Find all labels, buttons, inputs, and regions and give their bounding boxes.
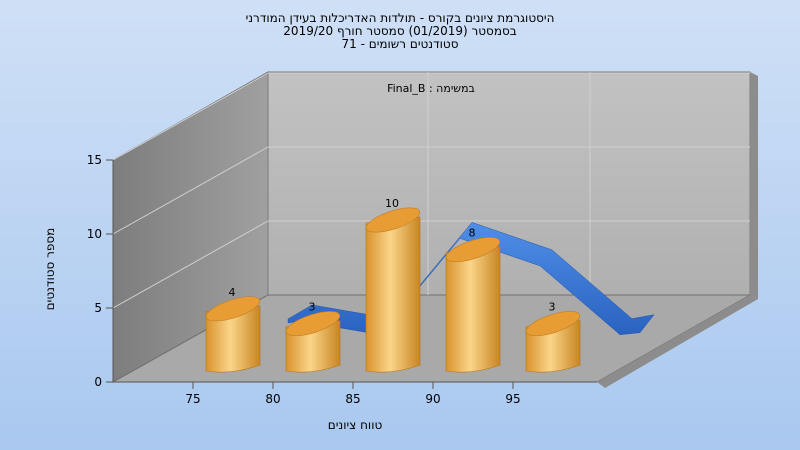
legend-label: במשימה : Final_B [387, 82, 475, 95]
bar-body [445, 246, 501, 373]
y-tick-label: 5 [94, 301, 102, 315]
bar: 8 [445, 227, 501, 373]
bar-top [525, 311, 581, 337]
x-tick-label: 90 [425, 392, 440, 406]
x-tick-label: 80 [265, 392, 280, 406]
x-tick-label: 85 [345, 392, 360, 406]
bar-top [365, 207, 421, 233]
y-tick-label: 15 [87, 153, 102, 167]
grid-line-side [112, 72, 269, 161]
y-axis-label: מספר סטודנטים [43, 227, 57, 311]
bar-body [205, 305, 261, 373]
front-edge [597, 295, 758, 388]
bar-data-label: 8 [469, 227, 476, 240]
bar-data-label: 4 [229, 286, 236, 299]
chart-title-line-2: בסמסטר (01/2019) סמסטר חורף 2019/20 [283, 24, 517, 38]
grid-line-side [112, 146, 269, 235]
back-wall [267, 71, 751, 296]
chart-title-line-1: היסטוגרמת ציונים בקורס - תולדות האדריכלו… [245, 11, 555, 25]
grid-lines [112, 72, 750, 309]
bar-data-label: 3 [309, 301, 316, 314]
right-edge [750, 72, 758, 299]
x-axis-label: טווח ציונים [327, 418, 383, 432]
bar-data-label: 3 [549, 301, 556, 314]
bar: 3 [525, 301, 581, 373]
bar-body [365, 216, 421, 373]
bar: 3 [285, 301, 341, 373]
x-tick-label: 95 [505, 392, 520, 406]
bar-top [445, 237, 501, 263]
y-tick-label: 10 [87, 227, 102, 241]
bar: 10 [365, 197, 421, 373]
y-tick-label: 0 [94, 375, 102, 389]
chart-title-line-3: סטודנטים רשומים - 71 [341, 37, 459, 51]
bar-top [205, 296, 261, 322]
bar-top [285, 311, 341, 337]
grid-line-side [112, 220, 269, 309]
bar-series: 4 3 10 8 3 [205, 197, 581, 373]
axes: 0 5 10 15 75 80 85 90 95 [87, 153, 597, 406]
bar: 4 [205, 286, 261, 373]
x-tick-label: 75 [185, 392, 200, 406]
bar-data-label: 10 [385, 197, 399, 210]
